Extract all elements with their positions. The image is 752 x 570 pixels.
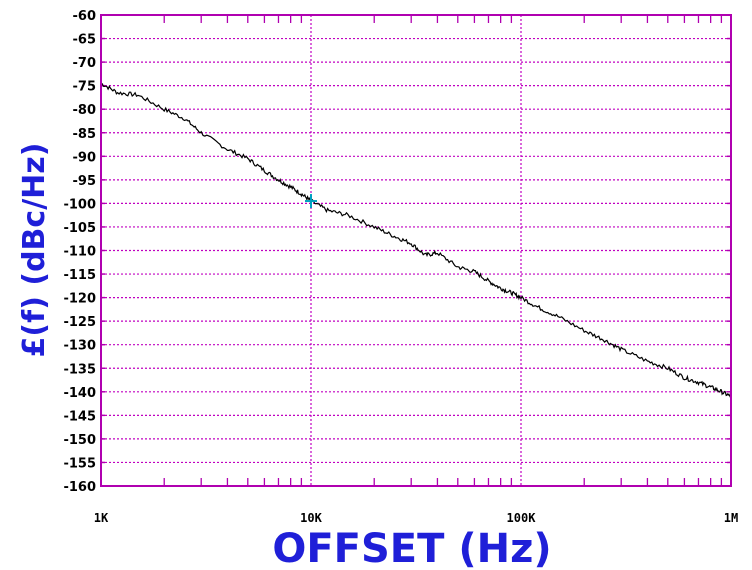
y-tick-label: -70 — [73, 56, 97, 71]
phase-noise-trace — [100, 82, 732, 398]
y-tick-label: -120 — [63, 292, 96, 307]
x-tick-labels: 1K 10K 100K 1M — [94, 511, 738, 525]
y-tick-label: -115 — [63, 268, 96, 283]
y-tick-label: -110 — [63, 245, 96, 260]
series-layer — [100, 82, 732, 398]
y-tick-label: -150 — [63, 433, 96, 448]
y-tick-label: -140 — [63, 386, 96, 401]
plot-frame — [100, 14, 732, 487]
y-tick-label: -145 — [63, 409, 96, 424]
x-tick-label: 1M — [724, 511, 738, 525]
y-tick-label: -130 — [63, 339, 96, 354]
y-tick-label: -90 — [73, 150, 97, 165]
y-axis-title: £(f) (dBc/Hz) — [17, 143, 52, 358]
y-tick-label: -75 — [73, 80, 97, 95]
y-tick-label: -80 — [73, 103, 97, 118]
y-tick-label: -95 — [73, 174, 97, 189]
y-tick-label: -135 — [63, 362, 96, 377]
y-tick-label: -155 — [63, 456, 96, 471]
grid-layer — [101, 14, 731, 487]
y-tick-label: -160 — [63, 480, 96, 495]
y-tick-label: -60 — [73, 9, 97, 24]
y-tick-label: -85 — [73, 127, 97, 142]
y-tick-labels: -60 -65 -70 -75 -80 -85 -90 -95 -100 -105 -110 -115… — [63, 9, 96, 495]
y-tick-label: -105 — [63, 221, 96, 236]
x-axis-title: OFFSET (Hz) — [272, 526, 551, 570]
y-tick-label: -100 — [63, 197, 96, 212]
x-tick-label: 1K — [94, 511, 109, 525]
y-tick-label: -65 — [73, 33, 97, 48]
x-tick-label: 100K — [507, 511, 537, 525]
x-tick-label: 10K — [300, 511, 322, 525]
y-tick-label: -125 — [63, 315, 96, 330]
